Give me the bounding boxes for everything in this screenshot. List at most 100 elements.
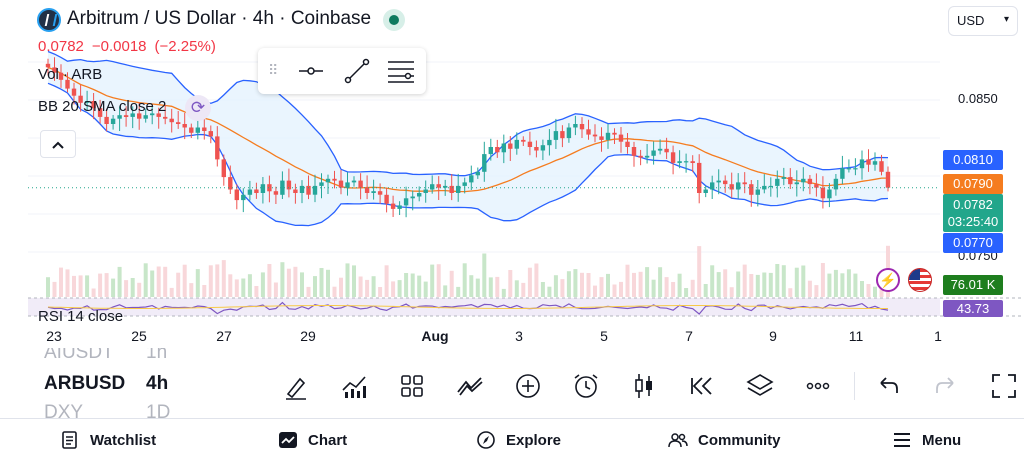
symbol-switcher[interactable]: AIUSDT 1h ARBUSD 4h DXY 1D — [0, 348, 250, 418]
lightning-icon[interactable]: ⚡ — [876, 268, 900, 292]
volume-bar — [553, 275, 558, 297]
undo-icon[interactable] — [872, 370, 904, 402]
nav-chart[interactable]: Chart — [278, 431, 347, 449]
next-interval: 1D — [146, 402, 171, 418]
symbol-switcher-next[interactable]: DXY 1D — [44, 402, 170, 418]
candle-body — [358, 180, 363, 188]
redo-icon[interactable] — [930, 370, 962, 402]
sync-icon[interactable]: ⟳ — [185, 95, 211, 121]
volume-bar — [59, 267, 63, 297]
volume-bar — [124, 280, 129, 297]
bar-countdown: 03:25:40 — [947, 214, 999, 229]
candle-body — [104, 116, 109, 124]
candle-body — [677, 161, 682, 163]
nav-menu[interactable]: Menu — [892, 431, 961, 449]
candle-body — [781, 177, 786, 179]
volume-bar — [716, 272, 721, 297]
volume-bar — [521, 282, 526, 297]
candle-body — [65, 79, 70, 89]
time-axis-label: Aug — [421, 328, 449, 344]
chart-legend: Arbitrum / US Dollar · 4h · Coinbase 0.0… — [0, 0, 560, 170]
nav-explore-label: Explore — [506, 432, 562, 449]
volume-bar — [619, 281, 623, 297]
indicators-icon[interactable] — [338, 370, 370, 402]
candle-body — [742, 182, 747, 185]
candle-body — [788, 177, 793, 185]
volume-bar — [593, 285, 597, 297]
volume-bar — [827, 273, 832, 297]
nav-menu-label: Menu — [922, 432, 962, 449]
market-status-icon[interactable] — [383, 9, 405, 31]
add-icon[interactable] — [512, 370, 544, 402]
nav-explore[interactable]: Explore — [476, 431, 561, 449]
candle-body — [866, 159, 871, 165]
volume-bar — [788, 288, 793, 297]
volume-bar — [254, 286, 259, 297]
time-axis-label: 23 — [46, 328, 62, 344]
volume-bar — [462, 263, 467, 297]
candle-body — [215, 136, 220, 160]
symbol-title[interactable]: Arbitrum / US Dollar · 4h · Coinbase — [67, 8, 372, 29]
candle-body — [599, 136, 604, 140]
current-interval: 4h — [146, 373, 169, 394]
volume-bar — [378, 287, 383, 297]
volume-bar — [781, 265, 786, 297]
candle-body — [879, 161, 884, 172]
drawing-settings-button[interactable] — [384, 56, 418, 86]
change-value: −0.0018 — [91, 38, 147, 55]
nav-watchlist[interactable]: Watchlist — [60, 431, 156, 449]
more-icon[interactable] — [802, 370, 834, 402]
candle-body — [482, 154, 487, 172]
time-axis-label: 7 — [685, 328, 693, 344]
candle-body — [423, 189, 428, 193]
candle-body — [859, 159, 865, 169]
collapse-legend-button[interactable] — [40, 130, 76, 158]
symbol-switcher-current[interactable]: ARBUSD 4h — [44, 373, 168, 395]
volume-bar — [749, 274, 754, 297]
volume-bar — [319, 268, 324, 297]
time-axis-label: 27 — [216, 328, 232, 344]
candle-body — [573, 124, 578, 128]
currency-value: USD — [957, 13, 985, 28]
price-chart[interactable] — [0, 0, 1024, 348]
toolbar-divider — [854, 372, 855, 400]
candle-body — [293, 189, 298, 193]
drag-handle-icon[interactable]: ⠿ — [268, 62, 278, 78]
replay-icon[interactable] — [686, 370, 718, 402]
currency-select[interactable]: USD ▾ — [948, 6, 1018, 36]
rsi-indicator-label[interactable]: RSI 14 close — [38, 308, 124, 325]
us-flag-icon[interactable] — [908, 268, 932, 292]
volume-bar — [677, 273, 682, 297]
nav-community[interactable]: Community — [668, 431, 781, 449]
candle-body — [547, 139, 552, 146]
candle-body — [605, 132, 611, 140]
candle-body — [306, 185, 311, 195]
candle-body — [644, 155, 650, 158]
bb-indicator-label[interactable]: BB 20 SMA close 2 — [38, 98, 167, 115]
volume-bar — [527, 267, 532, 297]
price-axis-tick: 0.0850 — [958, 91, 998, 106]
candle-body — [377, 191, 383, 195]
candle-body — [579, 124, 585, 130]
candle-body — [312, 185, 318, 195]
volume-tag: 76.01 K — [943, 275, 1003, 295]
candle-body — [775, 178, 780, 186]
arbitrum-logo-icon — [37, 8, 61, 32]
time-axis: 23 25 27 29 Aug 3 5 7 9 11 1 — [0, 320, 1024, 348]
layers-icon[interactable] — [744, 370, 776, 402]
brush-icon[interactable] — [280, 370, 312, 402]
candle-body — [371, 191, 376, 193]
trend-icon[interactable] — [454, 370, 486, 402]
symbol-switcher-prev[interactable]: AIUSDT 1h — [44, 348, 167, 364]
fullscreen-icon[interactable] — [988, 370, 1020, 402]
trend-line-button[interactable] — [340, 56, 374, 86]
horizontal-ray-button[interactable] — [294, 56, 328, 86]
layout-icon[interactable] — [396, 370, 428, 402]
candles-icon[interactable] — [628, 370, 660, 402]
alarm-icon[interactable] — [570, 370, 602, 402]
candle-body — [657, 148, 663, 151]
volume-indicator-label[interactable]: Vol · ARB — [38, 66, 103, 83]
candle-body — [403, 198, 409, 206]
candle-body — [384, 194, 389, 204]
volume-bar — [286, 268, 291, 297]
